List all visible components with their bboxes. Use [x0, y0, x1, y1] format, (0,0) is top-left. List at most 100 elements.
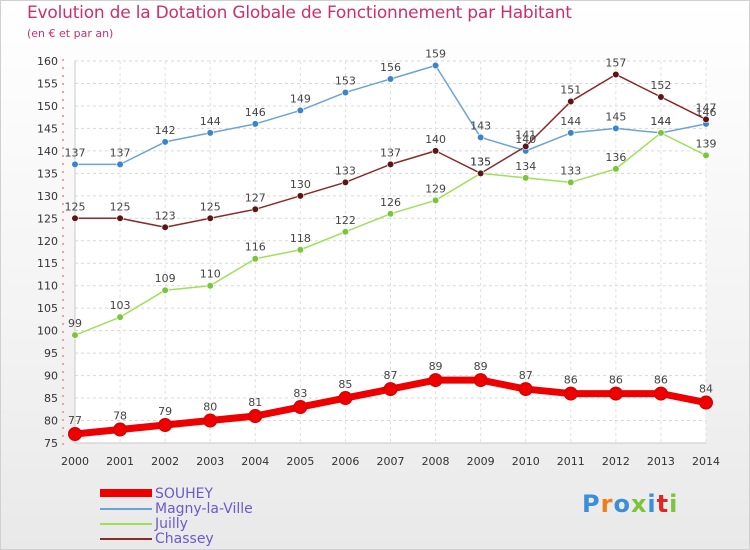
axis-layer: 75 80 85 90 95 100 105 110 115 120 125 130 135 140 145…	[37, 55, 720, 468]
x-tick-label: 2013	[647, 455, 675, 468]
data-label: 145	[605, 110, 626, 123]
y-tick-label: 150	[37, 100, 58, 113]
y-tick-label: 110	[37, 280, 58, 293]
data-point	[248, 409, 263, 424]
logo-letter: r	[600, 490, 614, 518]
data-point	[702, 115, 710, 124]
data-label: 85	[338, 378, 352, 391]
data-label: 110	[200, 268, 221, 281]
data-label: 149	[290, 92, 311, 105]
data-label: 77	[68, 414, 82, 427]
series-souhey	[68, 373, 713, 442]
data-label: 103	[110, 299, 131, 312]
legend-label-juilly: Juilly	[155, 516, 188, 532]
x-tick-label: 2006	[331, 455, 359, 468]
y-tick-label: 135	[37, 167, 58, 180]
data-label: 140	[425, 133, 446, 146]
data-point	[518, 382, 533, 397]
y-tick-label: 145	[37, 122, 58, 135]
legend-swatch-juilly	[100, 523, 152, 525]
data-point	[68, 427, 82, 442]
data-label: 137	[65, 146, 86, 159]
data-point	[563, 386, 578, 401]
data-point	[431, 61, 440, 70]
y-tick-label: 140	[37, 145, 58, 158]
data-point	[612, 70, 620, 79]
data-point	[567, 97, 575, 106]
logo-letter: P	[582, 490, 601, 518]
legend-label-magny-la-ville: Magny-la-Ville	[155, 501, 253, 517]
data-point	[473, 373, 488, 388]
y-tick-label: 130	[37, 190, 58, 203]
data-point	[206, 282, 214, 290]
data-label: 126	[380, 196, 401, 209]
x-tick-label: 2007	[377, 455, 405, 468]
data-label: 79	[158, 405, 172, 418]
x-tick-label: 2014	[692, 455, 720, 468]
y-tick-label: 120	[37, 235, 58, 248]
series-chassey	[71, 70, 710, 231]
data-label: 140	[515, 133, 536, 146]
data-label: 144	[200, 115, 221, 128]
x-tick-label: 2002	[151, 455, 179, 468]
data-label: 147	[696, 101, 717, 114]
logo-letter: i	[647, 490, 657, 518]
data-label: 153	[335, 74, 356, 87]
data-point	[386, 210, 395, 218]
legend-label-souhey: SOUHEY	[155, 486, 214, 502]
legend-swatch-souhey	[100, 489, 152, 497]
chart-title: Evolution de la Dotation Globale de Fonc…	[27, 3, 572, 23]
x-tick-label: 2003	[196, 455, 224, 468]
data-point	[431, 196, 440, 204]
data-point	[522, 142, 530, 150]
x-tick-label: 2005	[286, 455, 314, 468]
data-label: 137	[110, 146, 131, 159]
data-label: 109	[155, 272, 176, 285]
logo-letter: x	[630, 490, 648, 518]
series-layer	[68, 61, 713, 442]
data-label-layer: 137 137 142 144 146 149 153 156 159 143 140 144 145 1…	[65, 47, 717, 427]
data-label: 152	[650, 79, 671, 92]
data-label: 99	[68, 317, 82, 330]
data-label: 144	[560, 115, 581, 128]
y-tick-label: 115	[37, 257, 58, 270]
data-label: 127	[245, 191, 266, 204]
series-juilly	[71, 129, 710, 339]
data-point	[158, 418, 173, 433]
data-point	[251, 255, 259, 263]
x-tick-label: 2011	[557, 455, 585, 468]
data-point	[567, 129, 575, 137]
data-label: 139	[696, 137, 717, 150]
data-point	[699, 395, 713, 410]
data-label: 87	[519, 369, 533, 382]
x-tick-label: 2012	[602, 455, 630, 468]
data-point	[567, 178, 575, 186]
y-tick-label: 80	[44, 415, 58, 428]
data-point	[341, 228, 350, 236]
y-tick-label: 90	[44, 370, 58, 383]
logo-letter: t	[656, 490, 670, 518]
y-tick-label: 85	[44, 392, 58, 405]
data-label: 81	[248, 396, 262, 409]
x-tick-label: 2001	[106, 455, 134, 468]
data-label: 86	[654, 374, 668, 387]
data-point	[296, 106, 304, 115]
data-label: 157	[605, 56, 626, 69]
legend-swatch-chassey	[100, 538, 152, 540]
legend-label-chassey: Chassey	[155, 531, 214, 547]
data-label: 146	[696, 106, 717, 119]
data-label: 135	[470, 155, 491, 168]
data-point	[612, 124, 620, 133]
data-point	[383, 382, 398, 397]
data-point	[657, 93, 665, 101]
chart-subtitle: (en € et par an)	[27, 27, 114, 40]
data-point	[477, 169, 485, 177]
data-label: 84	[699, 383, 713, 396]
data-point	[386, 75, 395, 83]
data-point	[608, 386, 623, 401]
data-label: 137	[380, 146, 401, 159]
data-point	[296, 246, 304, 254]
data-label: 125	[110, 200, 131, 213]
data-label: 129	[425, 182, 446, 195]
data-point	[206, 129, 214, 137]
